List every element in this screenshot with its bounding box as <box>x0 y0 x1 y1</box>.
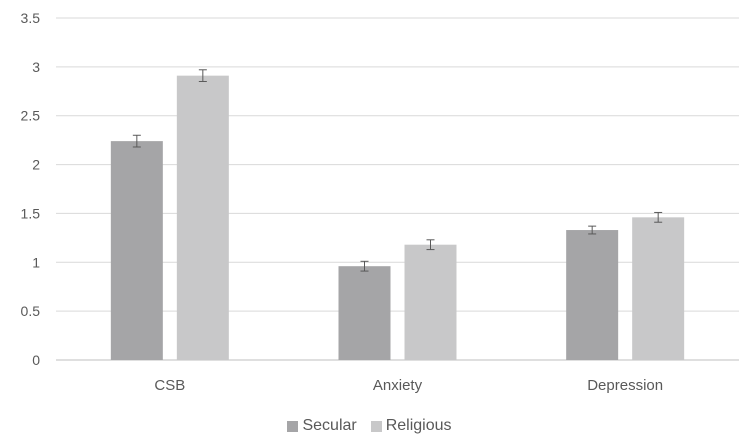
y-tick-label: 1 <box>32 254 40 270</box>
bar-secular <box>566 230 619 360</box>
legend-item-secular: Secular <box>287 417 357 435</box>
legend-label-secular: Secular <box>302 417 357 434</box>
legend-label-religious: Religious <box>385 417 452 434</box>
y-tick-label: 1.5 <box>21 205 41 221</box>
legend-swatch-religious <box>370 420 382 432</box>
y-tick-label: 0.5 <box>21 303 41 319</box>
bar-religious <box>404 244 457 360</box>
bar-secular <box>110 141 163 360</box>
bar-secular <box>338 266 391 360</box>
bar-chart-svg: 0 0.5 1 1.5 2 2.5 3 3.5 CSB Anxiety Depression <box>21 10 739 394</box>
bar-religious <box>632 217 685 360</box>
y-tick-label: 0 <box>32 352 40 368</box>
x-tick-label: CSB <box>154 377 185 394</box>
legend: Secular Religious <box>0 416 739 436</box>
y-tick-label: 3 <box>32 59 40 75</box>
y-tick-label: 2.5 <box>21 108 41 124</box>
y-tick-label: 2 <box>32 157 40 173</box>
legend-swatch-secular <box>287 420 299 432</box>
x-tick-label: Depression <box>587 377 663 394</box>
bar-religious <box>176 75 229 360</box>
x-tick-label: Anxiety <box>373 377 423 394</box>
y-tick-label: 3.5 <box>21 10 41 26</box>
legend-item-religious: Religious <box>370 417 452 435</box>
